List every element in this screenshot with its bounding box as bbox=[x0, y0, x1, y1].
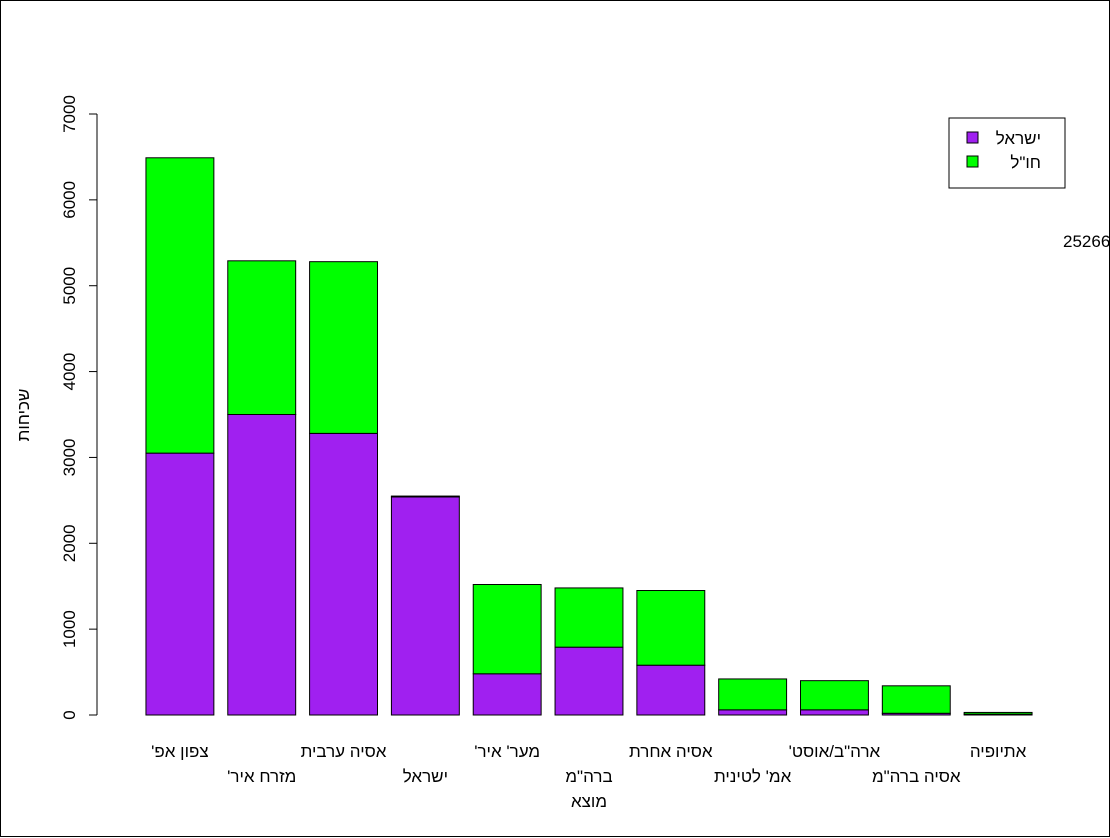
bar-segment-abroad bbox=[881, 685, 951, 714]
legend-box bbox=[948, 117, 1066, 189]
x-category-label: ישראל bbox=[403, 767, 448, 786]
y-tick-label: 2000 bbox=[60, 524, 79, 562]
bar-segment-israel bbox=[390, 496, 460, 716]
x-category-label: אסיה אחרת bbox=[629, 742, 713, 761]
bar-segment-abroad bbox=[718, 678, 788, 711]
bar-segment-abroad bbox=[227, 260, 297, 415]
x-category-label: מזרח איר' bbox=[227, 767, 296, 786]
legend-swatch-abroad bbox=[966, 155, 979, 168]
y-axis: 0 1000 2000 3000 4000 5000 6000 7000 bbox=[60, 95, 98, 720]
x-category-label: אתיופיה bbox=[970, 742, 1027, 761]
x-category-label: אמ' לטינית bbox=[714, 767, 792, 786]
bar-segment-israel bbox=[718, 709, 788, 716]
x-category-label: ארה"ב/אוסט' bbox=[789, 742, 881, 761]
x-category-label: מער' איר' bbox=[474, 742, 540, 761]
y-tick-label: 1000 bbox=[60, 610, 79, 648]
y-tick-label: 7000 bbox=[60, 95, 79, 133]
bar-segment-abroad bbox=[390, 495, 460, 498]
y-tick-label: 4000 bbox=[60, 353, 79, 391]
x-category-labels: צפון אפ' מזרח איר' אסיה ערבית ישראל מער' איר… bbox=[151, 742, 1026, 811]
legend-label-israel: ישראל bbox=[996, 129, 1041, 148]
bar-segment-israel bbox=[309, 432, 378, 716]
x-category-label: צפון אפ' bbox=[151, 742, 208, 761]
bar-segment-israel bbox=[145, 452, 215, 716]
case-count-annotation: מספר מקרים = 25266 bbox=[1063, 232, 1110, 251]
legend-label-abroad: חו"ל bbox=[1010, 153, 1041, 172]
x-category-label: ברה"מ bbox=[565, 767, 612, 786]
bar-segment-abroad bbox=[554, 587, 624, 648]
x-category-label: אסיה ברה"מ bbox=[872, 767, 961, 786]
bars-group bbox=[145, 157, 1033, 716]
bar-segment-abroad bbox=[800, 680, 869, 711]
y-tick-label: 5000 bbox=[60, 267, 79, 305]
y-axis-label: שכיחות bbox=[14, 389, 33, 442]
bar-segment-abroad bbox=[309, 261, 378, 434]
bar-segment-abroad bbox=[472, 583, 542, 675]
legend: ישראל חו"ל bbox=[948, 117, 1066, 189]
bar-segment-abroad bbox=[963, 711, 1033, 715]
x-category-label: אסיה ערבית bbox=[301, 742, 387, 761]
legend-swatch-israel bbox=[966, 131, 979, 144]
y-tick-label: 6000 bbox=[60, 181, 79, 219]
x-category-label: מוצא bbox=[571, 792, 607, 811]
bar-segment-abroad bbox=[636, 590, 706, 666]
bar-segment-abroad bbox=[145, 157, 215, 454]
y-tick-label: 3000 bbox=[60, 439, 79, 477]
bar-segment-israel bbox=[636, 664, 706, 716]
bar-segment-israel bbox=[554, 646, 624, 716]
bar-segment-israel bbox=[472, 673, 542, 716]
bar-segment-israel bbox=[800, 709, 869, 716]
bar-segment-israel bbox=[227, 414, 297, 716]
y-tick-label: 0 bbox=[60, 710, 79, 719]
